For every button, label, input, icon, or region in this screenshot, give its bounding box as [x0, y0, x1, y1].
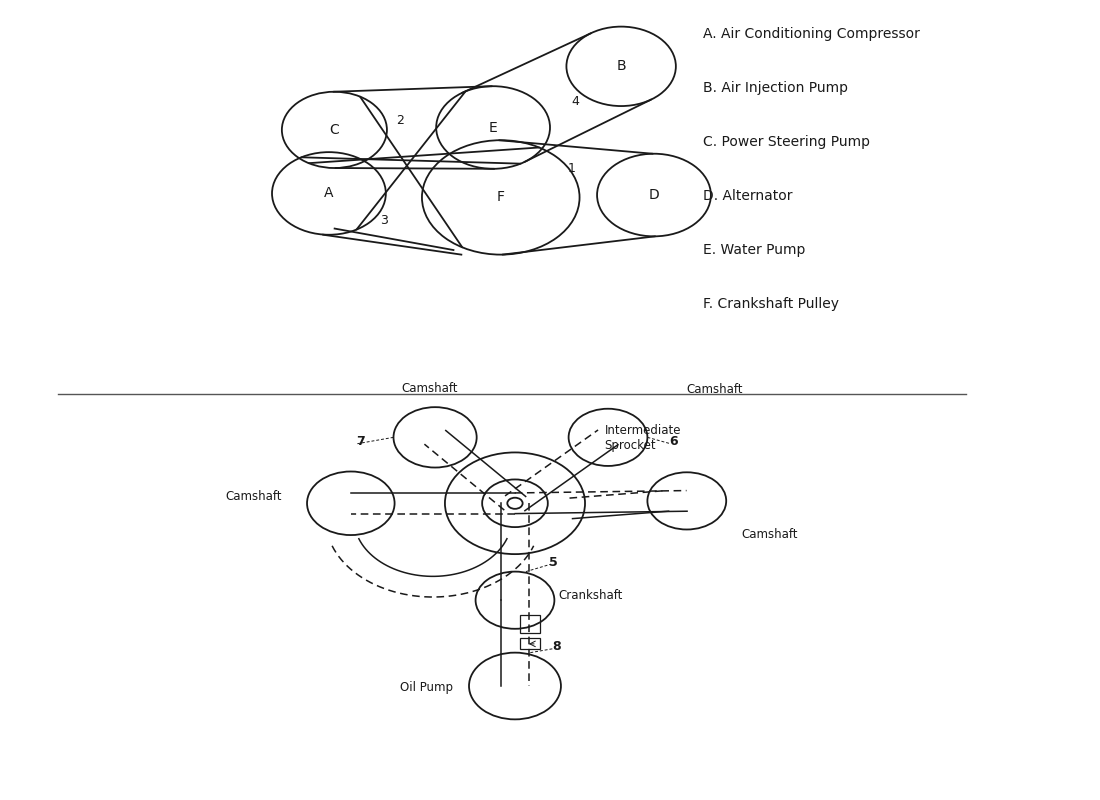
Text: Camshaft: Camshaft [402, 382, 458, 394]
Text: Camshaft: Camshaft [741, 528, 798, 541]
Text: D: D [649, 188, 659, 202]
Text: A: A [324, 186, 333, 201]
Text: 3: 3 [379, 214, 387, 227]
Text: Camshaft: Camshaft [686, 383, 744, 396]
Text: 2: 2 [396, 114, 404, 127]
Text: F: F [497, 190, 505, 205]
Text: 5: 5 [549, 555, 558, 569]
Text: E. Water Pump: E. Water Pump [703, 242, 805, 257]
Text: Camshaft: Camshaft [224, 490, 282, 503]
Text: C: C [330, 123, 339, 137]
Text: B. Air Injection Pump: B. Air Injection Pump [703, 81, 848, 94]
Text: 7: 7 [356, 435, 365, 448]
Text: Crankshaft: Crankshaft [559, 589, 623, 602]
Text: 1: 1 [568, 162, 575, 174]
Text: F. Crankshaft Pulley: F. Crankshaft Pulley [703, 297, 839, 310]
Text: A. Air Conditioning Compressor: A. Air Conditioning Compressor [703, 26, 920, 41]
Text: E: E [488, 121, 497, 134]
Text: D. Alternator: D. Alternator [703, 189, 793, 202]
Text: 6: 6 [670, 435, 678, 448]
Text: 4: 4 [571, 94, 579, 108]
Text: B: B [616, 59, 626, 74]
Text: C. Power Steering Pump: C. Power Steering Pump [703, 134, 870, 149]
Bar [520, 615, 540, 633]
Bar [520, 638, 540, 649]
Text: Oil Pump: Oil Pump [400, 681, 453, 694]
Text: 8: 8 [552, 640, 561, 653]
Text: Intermediate
Sprocket: Intermediate Sprocket [605, 424, 681, 452]
